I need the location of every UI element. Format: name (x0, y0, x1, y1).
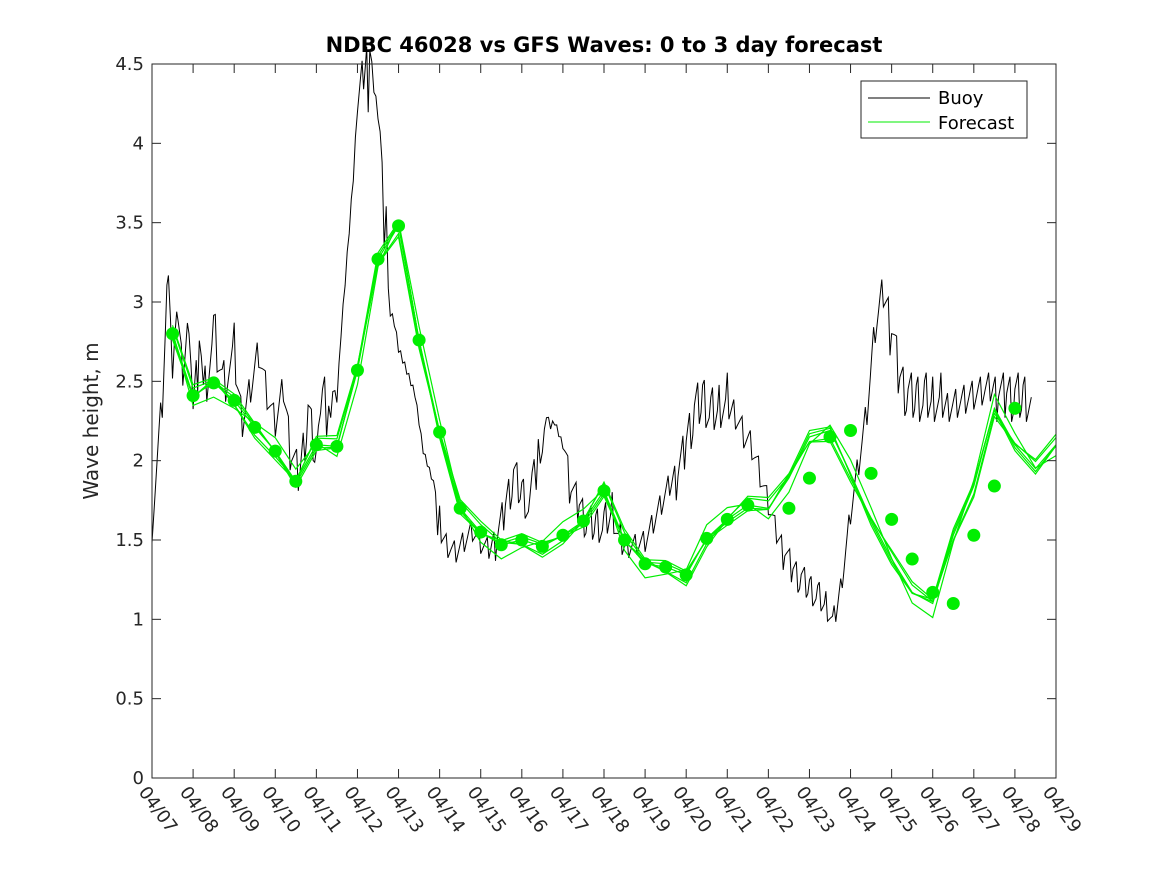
forecast-marker (905, 552, 919, 566)
forecast-marker (618, 533, 632, 547)
forecast-marker (802, 471, 816, 485)
forecast-marker (926, 585, 940, 599)
forecast-marker (433, 425, 447, 439)
forecast-marker (844, 424, 858, 438)
forecast-marker (207, 376, 221, 390)
forecast-marker (679, 568, 693, 582)
forecast-marker (330, 439, 344, 453)
forecast-marker (576, 514, 590, 528)
legend-buoy-label: Buoy (938, 88, 984, 109)
forecast-series-line (171, 232, 1057, 603)
y-tick-label: 3.5 (115, 213, 144, 234)
buoy-series-line (151, 46, 1032, 623)
forecast-marker (515, 533, 529, 547)
forecast-marker (597, 484, 611, 498)
forecast-marker (392, 219, 406, 233)
forecast-marker (453, 501, 467, 515)
forecast-marker (412, 333, 426, 347)
plot-area (151, 46, 1057, 623)
forecast-marker (186, 389, 200, 403)
forecast-marker (309, 438, 323, 452)
forecast-marker (248, 420, 262, 434)
chart-title: NDBC 46028 vs GFS Waves: 0 to 3 day fore… (326, 33, 883, 57)
forecast-marker (474, 525, 488, 539)
forecast-marker (166, 327, 180, 341)
y-tick-label: 3 (133, 292, 144, 313)
y-tick-label: 2 (133, 451, 144, 472)
y-tick-label: 1.5 (115, 530, 144, 551)
forecast-marker (659, 560, 673, 574)
forecast-marker (885, 512, 899, 526)
legend: Buoy Forecast (860, 80, 1028, 139)
forecast-marker (494, 538, 508, 552)
y-tick-label: 4.5 (115, 54, 144, 75)
y-tick-label: 1 (133, 609, 144, 630)
forecast-marker (289, 474, 303, 488)
y-tick-label: 2.5 (115, 371, 144, 392)
y-tick-label: 0.5 (115, 689, 144, 710)
forecast-marker (638, 557, 652, 571)
forecast-marker (556, 528, 570, 542)
y-tick-label: 0 (133, 768, 144, 789)
forecast-marker (720, 512, 734, 526)
forecast-marker (700, 531, 714, 545)
legend-forecast-label: Forecast (938, 113, 1014, 134)
forecast-marker (535, 539, 549, 553)
forecast-marker (864, 466, 878, 480)
forecast-marker (967, 528, 981, 542)
forecast-marker (1008, 401, 1022, 415)
y-axis-label: Wave height, m (79, 342, 103, 499)
forecast-marker (741, 498, 755, 512)
forecast-marker (823, 430, 837, 444)
forecast-marker (268, 444, 282, 458)
forecast-series-line (171, 235, 1057, 601)
forecast-marker (350, 363, 364, 377)
forecast-marker (227, 393, 241, 407)
forecast-marker (782, 501, 796, 515)
forecast-marker (371, 252, 385, 266)
y-tick-label: 4 (133, 133, 144, 154)
legend-box (860, 80, 1028, 139)
forecast-marker (987, 479, 1001, 493)
forecast-marker (946, 596, 960, 610)
